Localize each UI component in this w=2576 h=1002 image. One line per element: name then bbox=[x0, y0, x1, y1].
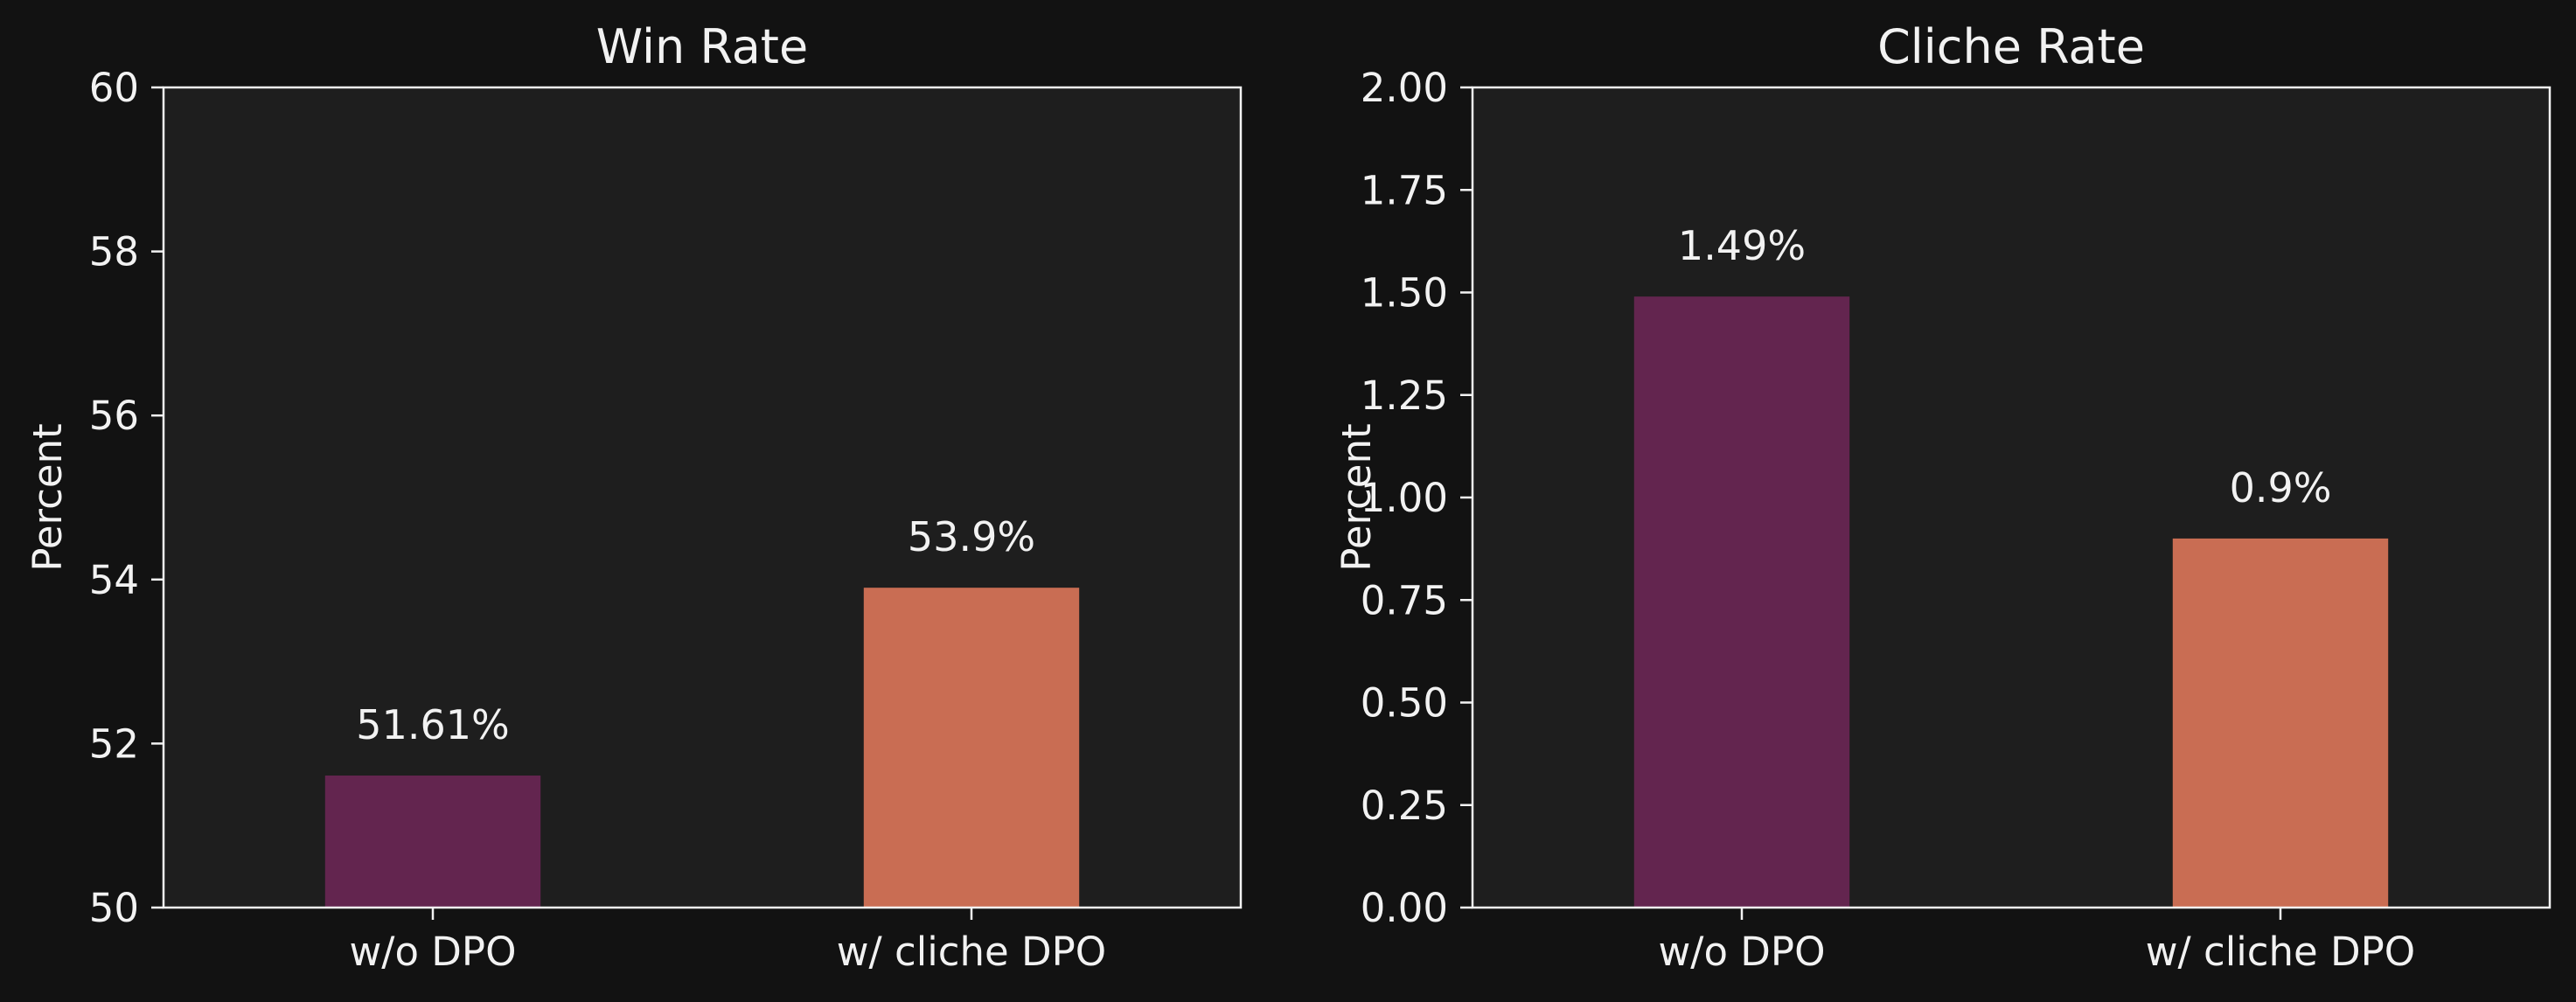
y-tick-label-8: 1.75 bbox=[1361, 167, 1448, 213]
y-tick-label-3: 54 bbox=[89, 557, 139, 603]
bar-value-label-2: 0.9% bbox=[2230, 464, 2332, 511]
bar-1 bbox=[324, 775, 541, 908]
y-tick-label-1: 0.00 bbox=[1361, 885, 1448, 931]
charts-group: 51.61% w/o DPO 53.9% w/ cliche DPO 50 52 54 56 5… bbox=[24, 19, 2552, 975]
bar-value-label-1: 51.61% bbox=[356, 701, 509, 748]
y-tick-label-5: 1.00 bbox=[1361, 475, 1448, 521]
y-tick-label-3: 0.50 bbox=[1361, 680, 1448, 727]
y-axis-label: Percent bbox=[1333, 423, 1380, 571]
y-tick-label-6: 1.25 bbox=[1361, 372, 1448, 419]
bar-value-label-1: 1.49% bbox=[1678, 222, 1806, 269]
axes-frame bbox=[1471, 86, 2552, 909]
chart-title: Cliche Rate bbox=[1877, 19, 2145, 74]
x-tick-label-2: w/ cliche DPO bbox=[837, 929, 1106, 975]
y-tick-label-4: 0.75 bbox=[1361, 577, 1448, 623]
y-tick-label-6: 60 bbox=[89, 65, 139, 111]
y-tick-label-4: 56 bbox=[89, 393, 139, 439]
bar-2 bbox=[863, 588, 1080, 908]
y-tick-label-2: 52 bbox=[89, 720, 139, 767]
y-tick-label-5: 58 bbox=[89, 229, 139, 275]
y-tick-label-9: 2.00 bbox=[1361, 65, 1448, 111]
y-tick-label-2: 0.25 bbox=[1361, 783, 1448, 829]
x-tick-label-1: w/o DPO bbox=[349, 929, 516, 975]
x-tick-label-2: w/ cliche DPO bbox=[2146, 929, 2415, 975]
bar-value-label-2: 53.9% bbox=[908, 513, 1035, 560]
axes-frame bbox=[162, 86, 1243, 909]
bar-2 bbox=[2172, 538, 2389, 908]
x-tick-label-1: w/o DPO bbox=[1658, 929, 1825, 975]
chart-panel-2: 1.49% w/o DPO 0.9% w/ cliche DPO 0.00 0.25 0.5… bbox=[1333, 19, 2552, 975]
chart-title: Win Rate bbox=[596, 19, 808, 74]
y-tick-label-7: 1.50 bbox=[1361, 270, 1448, 317]
y-axis-label: Percent bbox=[24, 423, 71, 571]
y-tick-label-1: 50 bbox=[89, 885, 139, 931]
chart-panel-1: 51.61% w/o DPO 53.9% w/ cliche DPO 50 52 54 56 5… bbox=[24, 19, 1243, 975]
bar-1 bbox=[1633, 296, 1850, 908]
